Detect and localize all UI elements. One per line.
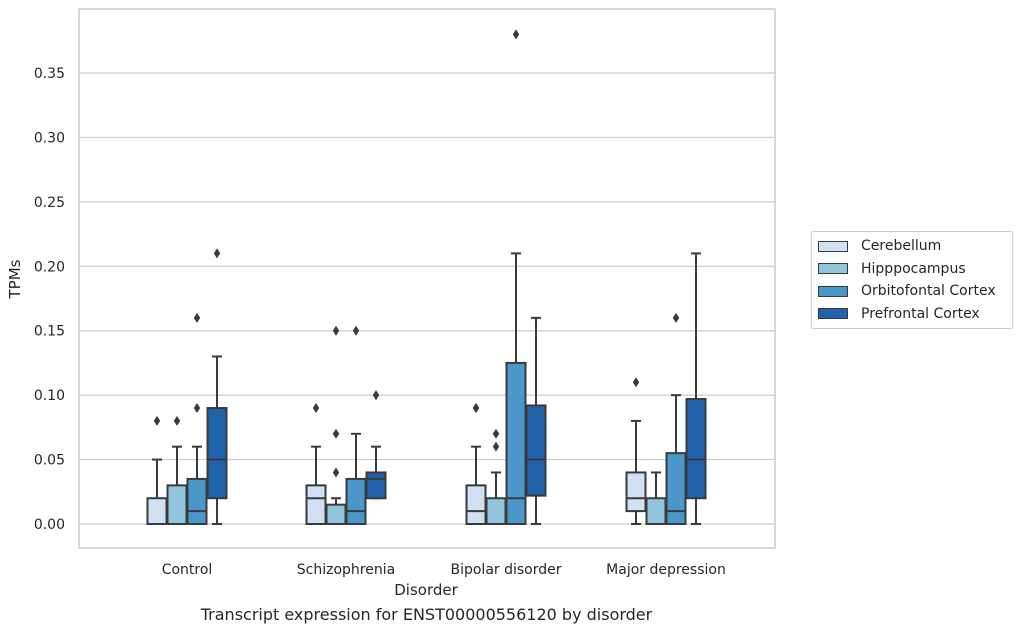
legend-swatch [818, 240, 848, 252]
series-orbitofontal-cortex [186, 29, 687, 525]
series-prefrontal-cortex [206, 248, 707, 525]
legend-label: Cerebellum [861, 238, 942, 255]
box [625, 471, 647, 513]
y-gridlines [79, 72, 775, 525]
series-hipppocampus [166, 325, 667, 526]
outlier-point [312, 403, 320, 414]
y-tick-label: 0.20 [34, 259, 65, 275]
x-axis-label: Disorder [394, 581, 458, 599]
box [166, 484, 188, 526]
outlier-point [332, 467, 340, 478]
y-tick-label: 0.05 [34, 453, 65, 469]
outlier-point [372, 390, 380, 401]
legend-label: Hipppocampus [861, 260, 966, 277]
y-tick-label: 0.10 [34, 388, 65, 404]
box [146, 497, 168, 526]
x-tick-label: Bipolar disorder [450, 562, 561, 578]
box [186, 477, 208, 525]
outlier-point [213, 248, 221, 259]
y-tick-label: 0.30 [34, 130, 65, 146]
legend-item: Hipppocampus [812, 258, 1012, 281]
box [206, 407, 228, 500]
box [325, 503, 347, 525]
y-tick-label: 0.15 [34, 324, 65, 340]
legend-swatch [818, 263, 848, 275]
box [365, 471, 387, 500]
box [525, 404, 547, 497]
outlier-point [193, 403, 201, 414]
y-axis-label: TPMs [6, 259, 24, 299]
legend: Cerebellum Hipppocampus Orbitofontal Corte… [811, 231, 1013, 329]
box [465, 484, 487, 526]
outlier-point [332, 325, 340, 336]
box [305, 484, 327, 526]
box [505, 361, 527, 525]
y-tick-label: 0.00 [34, 517, 65, 533]
x-tick-label: Control [162, 562, 213, 578]
outlier-point [352, 325, 360, 336]
outlier-point [672, 312, 680, 323]
box [645, 497, 667, 526]
legend-item: Prefrontal Cortex [812, 303, 1012, 326]
box [685, 398, 707, 500]
legend-item: Orbitofontal Cortex [812, 280, 1012, 303]
x-tick-labels: Control Schizophrenia Bipolar disorder Majo… [162, 562, 726, 578]
outlier-point [193, 312, 201, 323]
legend-label: Orbitofontal Cortex [861, 283, 996, 300]
y-tick-label: 0.35 [34, 66, 65, 82]
outlier-point [472, 403, 480, 414]
legend-swatch [818, 285, 848, 297]
outlier-point [512, 29, 520, 40]
outlier-point [492, 441, 500, 452]
plot-frame [78, 8, 776, 549]
outlier-point [632, 377, 640, 388]
outlier-point [153, 415, 161, 426]
x-tick-label: Schizophrenia [297, 562, 395, 578]
box [665, 452, 687, 525]
legend-item: Cerebellum [812, 235, 1012, 258]
y-tick-label: 0.25 [34, 195, 65, 211]
y-tick-labels: 0.00 0.05 0.10 0.15 0.20 0.25 0.30 0.35 [34, 66, 65, 533]
x-tick-label: Major depression [606, 562, 726, 578]
outlier-point [332, 428, 340, 439]
chart-caption: Transcript expression for ENST0000055612… [200, 605, 653, 624]
box [485, 497, 507, 526]
outlier-point [492, 428, 500, 439]
outlier-point [173, 415, 181, 426]
legend-swatch [818, 308, 848, 320]
legend-label: Prefrontal Cortex [861, 305, 980, 322]
box-series [146, 29, 707, 526]
box [345, 477, 367, 525]
